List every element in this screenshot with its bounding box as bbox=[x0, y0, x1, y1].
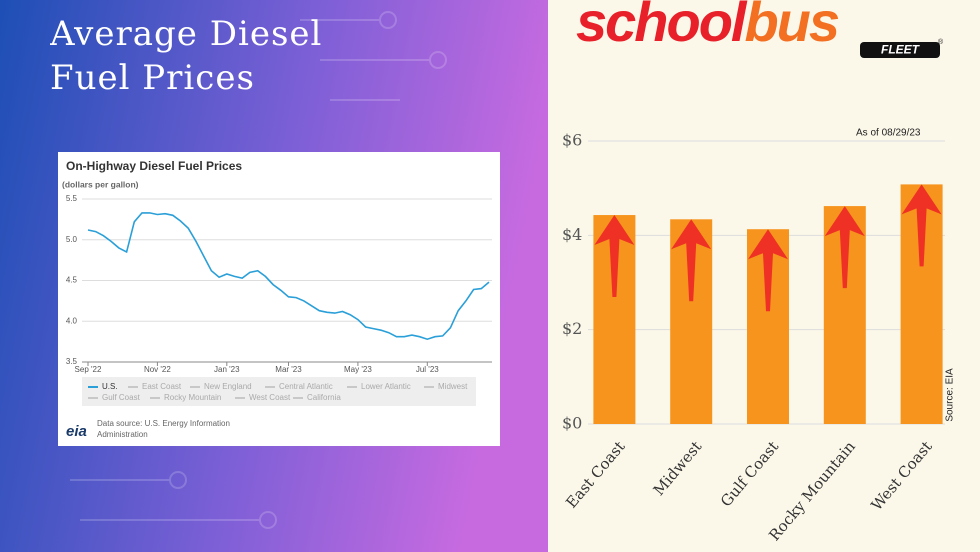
legend-label: West Coast bbox=[249, 393, 291, 402]
legend-label: East Coast bbox=[142, 382, 182, 391]
y-tick-label: $4 bbox=[562, 225, 582, 244]
source-box: Data source: U.S. Energy Information Adm… bbox=[97, 419, 230, 439]
arrow bbox=[671, 219, 712, 302]
y-tick-label: 3.5 bbox=[66, 357, 78, 366]
x-tick-label: Jul '23 bbox=[416, 365, 439, 374]
arrow bbox=[748, 229, 788, 312]
logo-part: bus bbox=[744, 0, 838, 53]
legend-label: Midwest bbox=[438, 382, 468, 391]
legend-label: New England bbox=[204, 382, 252, 391]
x-tick-label: Nov '22 bbox=[144, 365, 171, 374]
line-chart-title: On-Highway Diesel Fuel Prices bbox=[66, 159, 242, 173]
x-tick-label: May '23 bbox=[344, 365, 372, 374]
logo-mark: ® bbox=[938, 38, 944, 46]
source-logo: eia bbox=[66, 423, 87, 440]
logo: schoolbus bbox=[576, 0, 839, 53]
logo-part: school bbox=[576, 0, 748, 53]
line-chart-subtitle: (dollars per gallon) bbox=[62, 179, 139, 189]
legend-label: Central Atlantic bbox=[279, 382, 333, 391]
source-text: Source: EIA bbox=[945, 368, 956, 422]
legend-label: Gulf Coast bbox=[102, 393, 141, 402]
logo-badge bbox=[860, 42, 940, 58]
y-tick-label: $0 bbox=[562, 414, 582, 433]
source-text: Data source: U.S. Energy Information Adm… bbox=[97, 419, 230, 439]
arrow bbox=[594, 215, 635, 298]
y-tick-label: $6 bbox=[562, 131, 582, 150]
logo-badge-text: FLEET bbox=[881, 43, 921, 57]
line-series bbox=[87, 212, 490, 341]
y-tick-label: 5.0 bbox=[66, 235, 78, 244]
legend-label: California bbox=[307, 393, 341, 402]
legend-label: U.S. bbox=[102, 382, 118, 391]
y-tick-label: 5.5 bbox=[66, 194, 78, 203]
page-title: Average Diesel Fuel Prices bbox=[50, 14, 323, 98]
arrow bbox=[824, 206, 865, 289]
x-tick-label: Mar '23 bbox=[275, 365, 302, 374]
circuit-decoration bbox=[70, 11, 448, 529]
legend-label: Lower Atlantic bbox=[361, 382, 411, 391]
x-tick-label: Jan '23 bbox=[214, 365, 240, 374]
y-tick-label: 4.0 bbox=[66, 316, 78, 325]
x-tick-label: Sep '22 bbox=[75, 365, 102, 374]
y-tick-label: 4.5 bbox=[66, 276, 78, 285]
title-box: Average Diesel Fuel Prices bbox=[50, 14, 323, 98]
legend-box bbox=[82, 377, 476, 406]
annotation: As of 08/29/23 bbox=[856, 128, 921, 139]
arrow bbox=[901, 184, 942, 267]
y-tick-label: $2 bbox=[562, 319, 582, 338]
legend-label: Rocky Mountain bbox=[164, 393, 221, 402]
